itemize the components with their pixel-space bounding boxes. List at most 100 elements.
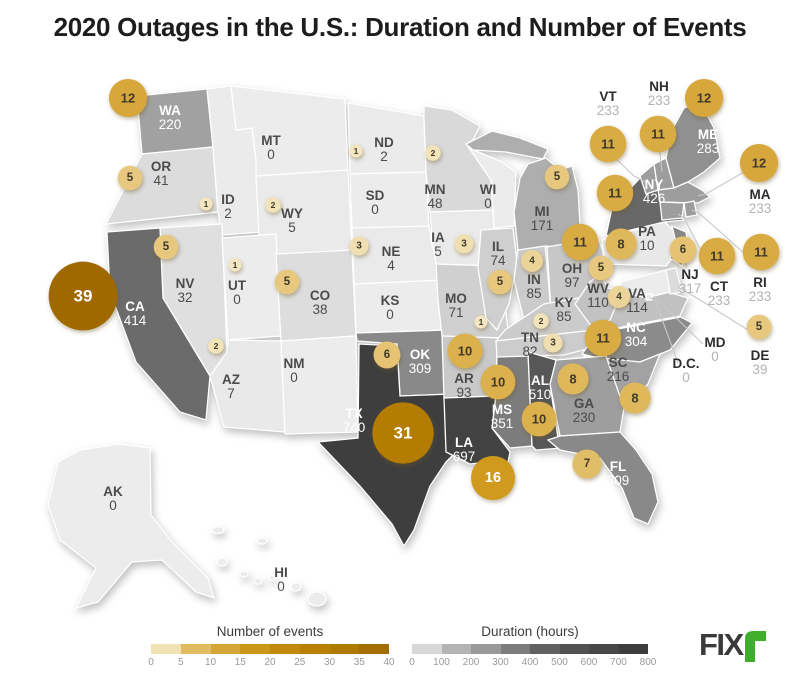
events-circle-il: [487, 269, 513, 295]
state-hours-tn: 82: [522, 344, 537, 359]
state-hours-nc: 304: [625, 334, 648, 349]
state-hours-wi: 0: [484, 196, 492, 211]
state-abbr-ar: AR: [454, 371, 474, 386]
events-count-al: 10: [532, 412, 546, 427]
state-hours-wv: 110: [587, 295, 609, 310]
state-ks: [353, 279, 450, 334]
events-count-ar: 10: [458, 344, 472, 359]
legend-segment: [559, 644, 589, 654]
state-hours-ky: 85: [556, 309, 571, 324]
legend-events-ticks: 0 5 10 15 20 25 30 35 40: [148, 657, 394, 669]
legend-segment: [299, 644, 330, 654]
legend-segment: [618, 644, 648, 654]
events-circle-ok: [373, 341, 401, 369]
events-circle-ms: [480, 364, 516, 400]
events-circle-ma: [739, 143, 779, 183]
events-circle-wy: [265, 197, 281, 213]
state-abbr-wy: WY: [281, 206, 303, 221]
events-circle-de: [746, 314, 772, 340]
state-abbr-nj: NJ: [681, 267, 698, 282]
legend-segment: [151, 644, 181, 654]
legend-duration-gradient-bar: [412, 644, 648, 654]
events-bubble-tn: 3: [543, 333, 563, 353]
state-abbr-ct: CT: [710, 279, 729, 294]
events-circle-wa: [108, 78, 148, 118]
state-abbr-ut: UT: [228, 278, 247, 293]
state-abbr-in: IN: [527, 272, 541, 287]
events-count-nj: 6: [680, 244, 686, 256]
legend-segment: [359, 644, 389, 654]
legend-segment: [412, 644, 442, 654]
events-bubble-az: 2: [208, 338, 224, 354]
state-hours-ks: 0: [386, 307, 394, 322]
legend-segment: [471, 644, 501, 654]
events-circle-la: [471, 456, 515, 500]
events-count-il: 5: [497, 276, 504, 288]
state-hours-id: 2: [224, 206, 232, 221]
events-circle-mn: [425, 145, 441, 161]
events-circle-id: [199, 197, 213, 211]
events-circle-ga: [557, 363, 589, 395]
events-count-mo: 1: [479, 317, 484, 327]
legend-tick-label: 5: [177, 657, 184, 668]
state-hours-nm: 0: [290, 370, 298, 385]
legend-tick-label: 800: [639, 657, 657, 668]
events-circle-tx: [372, 402, 434, 464]
state-hours-ia: 5: [434, 244, 442, 259]
events-circle-ar: [447, 333, 483, 369]
events-circle-ia: [454, 234, 474, 254]
state-abbr-ia: IA: [431, 230, 445, 245]
state-hours-sc: 216: [607, 369, 630, 384]
state-ri: [683, 200, 698, 218]
state-hours-sd: 0: [371, 202, 379, 217]
events-bubble-oh: 11: [561, 223, 599, 261]
events-count-me: 12: [697, 91, 711, 106]
events-count-ma: 12: [752, 156, 766, 171]
events-circle-mi: [544, 164, 570, 190]
events-bubble-mi: 5: [544, 164, 570, 190]
state-hours-ms: 351: [491, 416, 514, 431]
events-count-fl: 7: [584, 458, 590, 470]
events-bubble-ar: 10: [447, 333, 483, 369]
events-bubble-nj: 6: [669, 236, 697, 264]
events-circle-vt: [589, 125, 627, 163]
events-circle-in: [521, 250, 543, 272]
events-bubble-me: 12: [684, 78, 724, 118]
state-abbr-id: ID: [221, 192, 235, 207]
fixr-logo-text: FIX: [699, 627, 744, 662]
events-bubble-nv: 5: [153, 234, 179, 260]
legend-number-of-events: Number of events 0 5 10 15 20 25 30 35 40: [148, 624, 394, 669]
state-hours-dc: 0: [682, 370, 690, 385]
state-hours-ar: 93: [456, 385, 471, 400]
state-hours-va: 114: [626, 300, 648, 315]
legend-tick-label: 0: [148, 657, 154, 668]
events-bubble-ok: 6: [373, 341, 401, 369]
legend-duration-ticks: 0 100 200 300 400 500 600 700 800: [409, 657, 656, 669]
events-bubble-tx: 31: [372, 402, 434, 464]
events-count-id: 1: [204, 199, 209, 209]
events-circle-tn: [543, 333, 563, 353]
events-count-de: 5: [756, 321, 763, 333]
leader-lines: [609, 143, 754, 364]
events-bubble-ms: 10: [480, 364, 516, 400]
events-count-or: 5: [127, 172, 134, 184]
state-abbr-il: IL: [492, 239, 504, 254]
events-circle-ut: [228, 258, 242, 272]
events-bubble-mo: 1: [474, 315, 488, 329]
state-hours-mt: 0: [267, 147, 275, 162]
events-circle-va: [608, 286, 630, 308]
events-circle-ne: [349, 236, 369, 256]
events-count-ms: 10: [491, 375, 505, 390]
state-abbr-pa: PA: [638, 224, 656, 239]
legend-tick-label: 500: [551, 657, 568, 668]
state-hours-al: 510: [529, 387, 552, 402]
events-count-co: 5: [284, 276, 291, 288]
events-bubble-or: 5: [117, 165, 143, 191]
events-bubble-ct: 11: [698, 237, 736, 275]
state-abbr-wi: WI: [480, 182, 497, 197]
events-count-la: 16: [485, 470, 501, 486]
legend-segment: [530, 644, 560, 654]
state-hours-in: 85: [526, 286, 541, 301]
